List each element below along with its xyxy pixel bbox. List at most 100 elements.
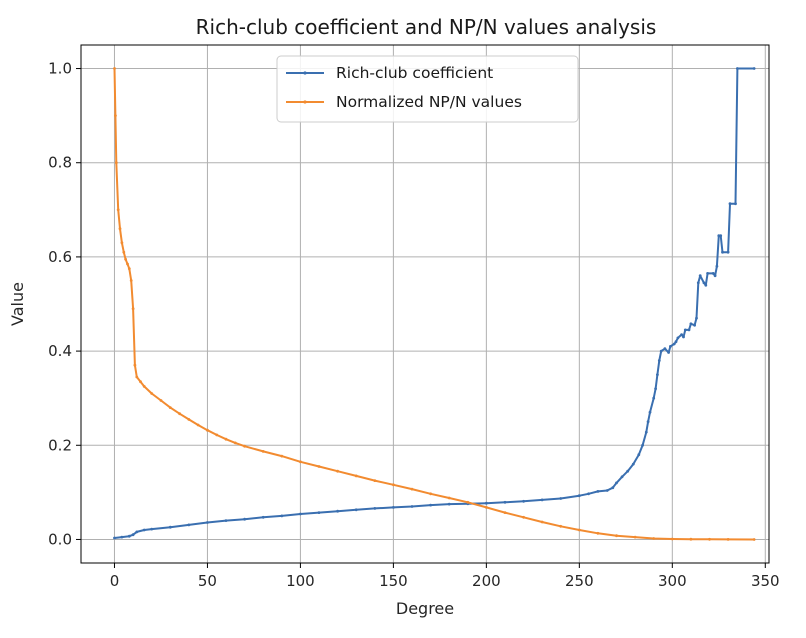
data-point-rich-club <box>615 481 618 485</box>
data-point-np-n <box>689 537 693 541</box>
data-point-rich-club <box>706 272 709 275</box>
data-point-np-n <box>577 528 581 532</box>
legend-label-np-n: Normalized NP/N values <box>336 93 522 111</box>
data-point-rich-club <box>354 508 358 512</box>
data-point-rich-club <box>261 515 265 519</box>
data-point-rich-club <box>652 396 656 400</box>
data-point-rich-club <box>243 517 247 521</box>
data-point-np-n <box>215 433 219 437</box>
data-point-rich-club <box>113 536 116 540</box>
data-point-rich-club <box>704 283 708 287</box>
data-point-rich-club <box>120 535 124 539</box>
data-point-rich-club <box>587 492 590 496</box>
data-point-rich-club <box>187 523 191 527</box>
data-point-np-n <box>131 307 135 311</box>
data-point-np-n <box>466 500 470 504</box>
data-point-np-n <box>187 418 191 421</box>
data-point-np-n <box>233 441 237 445</box>
data-point-np-n <box>261 450 265 453</box>
data-point-rich-club <box>711 272 715 275</box>
data-point-np-n <box>135 375 139 379</box>
x-tick-label: 200 <box>472 572 501 590</box>
data-point-np-n <box>708 537 711 541</box>
x-tick-label: 100 <box>286 572 315 590</box>
data-point-np-n <box>373 479 377 482</box>
data-point-np-n <box>196 423 200 427</box>
data-point-np-n <box>116 208 120 212</box>
data-point-np-n <box>206 428 209 432</box>
data-point-np-n <box>139 380 142 384</box>
data-point-rich-club <box>736 67 739 70</box>
data-point-np-n <box>120 241 124 245</box>
data-point-np-n <box>127 267 131 271</box>
data-point-np-n <box>596 531 600 535</box>
data-point-rich-club <box>672 342 676 346</box>
data-point-rich-club <box>687 328 691 332</box>
data-point-rich-club <box>695 316 698 320</box>
data-point-np-n <box>447 496 451 500</box>
data-point-rich-club <box>596 490 600 493</box>
x-tick-label: 300 <box>658 572 687 590</box>
data-point-rich-club <box>648 410 652 414</box>
data-point-rich-club <box>131 533 135 537</box>
data-point-np-n <box>114 114 117 117</box>
data-point-rich-club <box>168 525 172 529</box>
data-point-np-n <box>133 363 137 367</box>
x-tick-label: 0 <box>110 572 120 590</box>
data-point-np-n <box>243 444 247 448</box>
data-point-np-n <box>126 262 129 266</box>
data-point-np-n <box>503 511 507 514</box>
y-tick-label: 0.4 <box>48 342 72 360</box>
data-point-rich-club <box>611 486 615 490</box>
data-point-np-n <box>615 534 618 538</box>
data-point-np-n <box>670 537 674 541</box>
data-point-rich-club <box>605 489 609 492</box>
data-point-rich-club <box>142 528 146 532</box>
data-point-rich-club <box>429 503 432 507</box>
data-point-rich-club <box>150 527 154 531</box>
data-point-np-n <box>129 279 133 282</box>
data-point-np-n <box>142 385 146 388</box>
data-point-rich-club <box>689 322 693 326</box>
ticks: 0 50 100 150 200 250 300 350 0.0 0.2 0.4 0.6 0.8 1.0 <box>48 60 779 590</box>
data-point-rich-club <box>752 67 756 70</box>
legend-marker-rich-club <box>303 71 307 75</box>
x-tick-label: 150 <box>379 572 408 590</box>
data-point-rich-club <box>299 512 302 516</box>
data-point-np-n <box>168 406 172 409</box>
data-point-np-n <box>429 492 432 496</box>
data-point-rich-club <box>641 443 644 447</box>
data-point-rich-club <box>734 202 737 206</box>
data-point-rich-club <box>702 281 706 285</box>
data-point-rich-club <box>620 475 624 479</box>
data-point-np-n <box>540 520 544 524</box>
data-point-rich-club <box>644 430 648 434</box>
data-point-rich-club <box>654 387 657 391</box>
data-point-rich-club <box>715 264 719 268</box>
data-point-np-n <box>354 474 358 478</box>
data-point-rich-club <box>317 511 321 514</box>
data-point-rich-club <box>410 505 414 508</box>
data-point-rich-club <box>540 498 544 502</box>
data-point-rich-club <box>667 351 670 354</box>
data-point-np-n <box>485 506 488 509</box>
data-point-rich-club <box>135 530 139 534</box>
data-point-rich-club <box>726 250 730 254</box>
data-point-rich-club <box>721 250 724 254</box>
data-point-rich-club <box>663 347 667 351</box>
data-point-np-n <box>336 469 339 473</box>
data-point-rich-club <box>280 514 284 518</box>
data-point-np-n <box>633 535 637 539</box>
data-point-np-n <box>150 392 154 395</box>
data-point-rich-club <box>693 323 696 327</box>
data-point-rich-club <box>373 507 377 510</box>
data-point-rich-club <box>522 499 525 503</box>
data-point-np-n <box>726 538 730 541</box>
data-point-np-n <box>280 454 284 458</box>
data-point-rich-club <box>336 509 339 513</box>
data-point-rich-club <box>392 506 395 509</box>
data-point-rich-club <box>728 202 732 206</box>
legend-marker-np-n <box>303 100 307 104</box>
data-point-np-n <box>224 437 228 441</box>
